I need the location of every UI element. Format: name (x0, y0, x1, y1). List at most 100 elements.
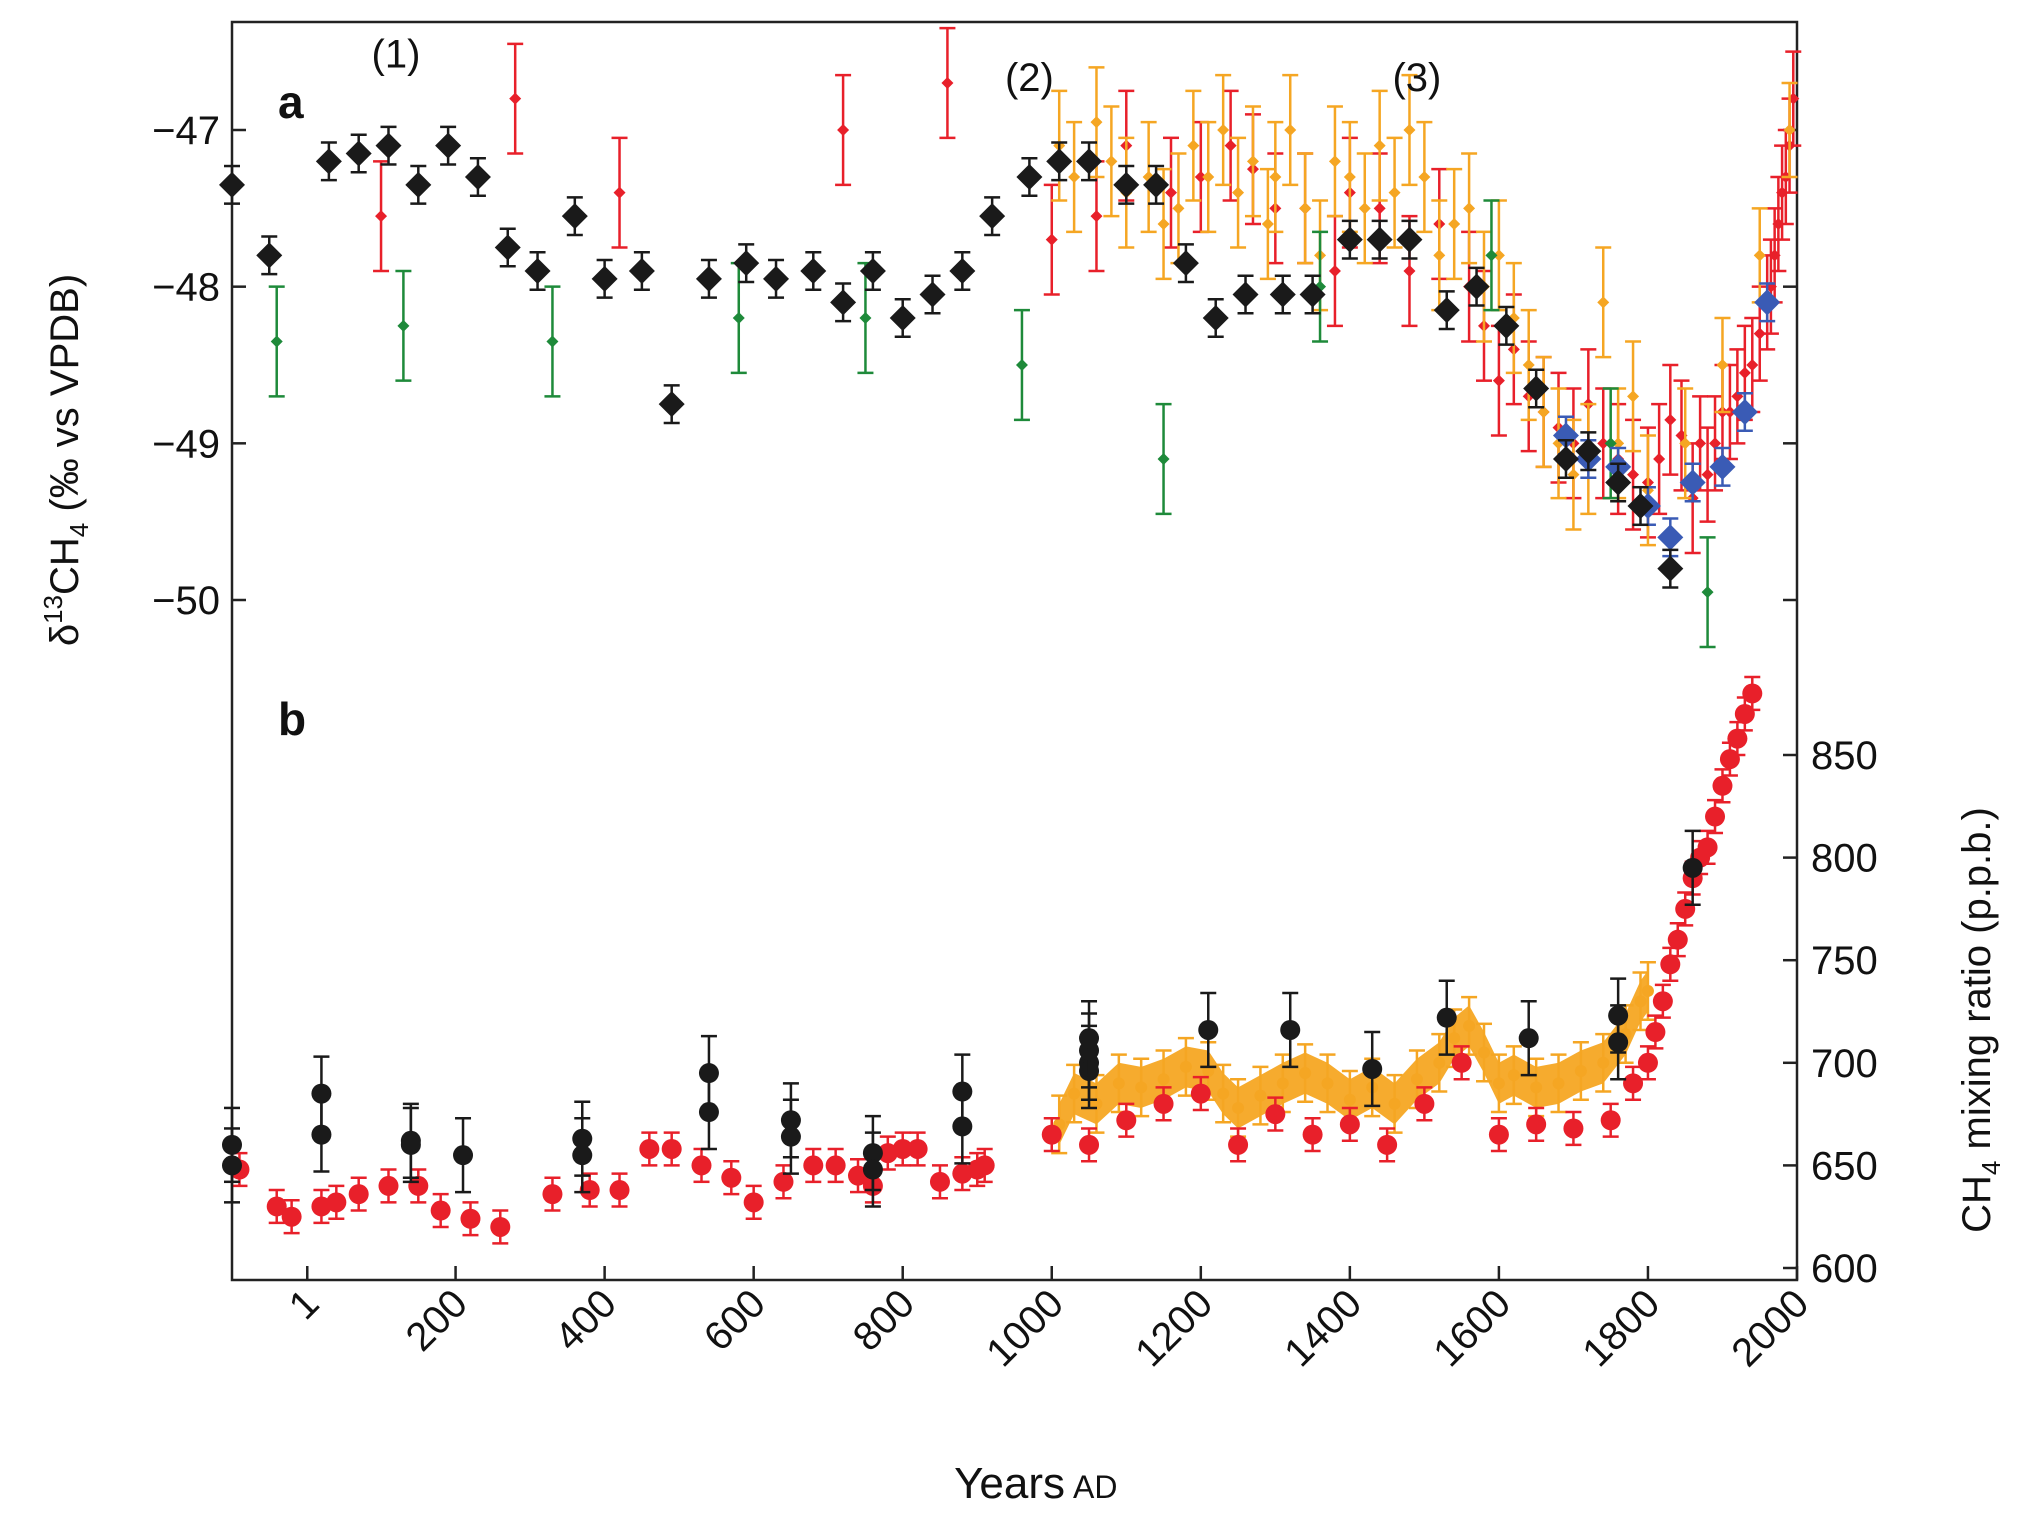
blue-diamonds-point-7 (1731, 399, 1758, 425)
red-diamonds-point-14 (1328, 265, 1341, 277)
orange-diamonds-point-14 (1269, 171, 1282, 183)
black-circles-point-9 (698, 1063, 719, 1084)
red-circles-point-13 (609, 1180, 630, 1201)
orange-diamonds-point-2 (1090, 116, 1103, 129)
black-diamonds-point-40 (1523, 375, 1550, 402)
black-circles-point-23 (1362, 1058, 1383, 1079)
x-tick-label-600: 600 (696, 1281, 774, 1359)
orange-diamonds-point-37 (1612, 437, 1625, 450)
green-diamonds-point-2 (546, 335, 559, 348)
black-diamonds-point-16 (763, 265, 790, 292)
black-diamonds-point-34 (1336, 226, 1363, 253)
red-diamonds-point-44 (1753, 327, 1766, 340)
black-diamonds-point-38 (1463, 273, 1490, 300)
red-circles-point-20 (803, 1155, 824, 1176)
black-diamonds-point-4 (375, 132, 402, 159)
orange-diamonds-point-36 (1597, 296, 1610, 309)
band-point-25 (1552, 1077, 1565, 1090)
orange-diamonds-point-9 (1202, 171, 1215, 183)
red-circles-point-50 (1652, 991, 1673, 1012)
band-point-11 (1276, 1077, 1289, 1090)
red-circles-point-4 (326, 1192, 347, 1213)
black-diamonds-point-28 (1143, 171, 1170, 198)
blue-diamonds-point-5 (1679, 469, 1706, 496)
series-red-diamonds (373, 26, 1802, 555)
red-circles-point-41 (1414, 1093, 1435, 1114)
black-diamonds-point-43 (1605, 469, 1632, 496)
orange-diamonds-point-15 (1284, 124, 1297, 136)
black-diamonds-point-26 (1076, 148, 1103, 175)
orange-diamonds-point-41 (1716, 359, 1729, 371)
orange-diamonds-point-10 (1217, 124, 1230, 136)
black-circles-point-12 (780, 1126, 801, 1147)
red-circles-point-43 (1488, 1124, 1509, 1145)
black-diamonds-point-1 (256, 242, 283, 269)
black-diamonds-point-12 (628, 258, 655, 284)
y-tick-label-a-2: −49 (152, 422, 220, 466)
blue-diamonds-point-0 (1552, 422, 1579, 449)
black-circles-point-21 (1198, 1019, 1219, 1040)
y-axis-panel-b: 600 650 700 750 800 850 (1783, 734, 1878, 1291)
red-diamonds-point-4 (941, 77, 954, 89)
black-diamonds-point-13 (658, 391, 685, 418)
black-diamonds-point-45 (1657, 555, 1684, 582)
orange-diamonds-point-7 (1172, 202, 1185, 215)
x-tick-label-200: 200 (398, 1281, 476, 1359)
orange-diamonds-point-31 (1522, 359, 1535, 371)
x-tick-label-1200: 1200 (1127, 1281, 1221, 1375)
x-tick-label-1800: 1800 (1574, 1281, 1668, 1375)
orange-diamonds-point-18 (1328, 155, 1341, 168)
red-diamonds-point-37 (1701, 468, 1714, 481)
panel-letter-a: a (278, 76, 304, 128)
band-point-27 (1597, 1056, 1610, 1069)
y-tick-label-b-5: 850 (1811, 734, 1878, 778)
black-diamonds-point-41 (1552, 446, 1579, 472)
annotation-3: (3) (1392, 56, 1441, 100)
y-tick-label-b-3: 750 (1811, 939, 1878, 983)
annotation-1: (1) (372, 32, 421, 76)
red-diamonds-point-43 (1746, 359, 1759, 371)
orange-diamonds-point-20 (1358, 202, 1371, 215)
red-circles-point-39 (1339, 1114, 1360, 1135)
x-tick-label-1600: 1600 (1425, 1281, 1519, 1375)
red-circles-point-8 (430, 1200, 451, 1221)
orange-diamonds-point-38 (1627, 390, 1640, 403)
red-circles-point-5 (348, 1184, 369, 1205)
orange-diamonds-point-19 (1343, 171, 1356, 183)
blue-diamonds-point-4 (1657, 524, 1684, 551)
orange-diamonds-point-12 (1246, 155, 1259, 168)
red-circles-point-26 (907, 1138, 928, 1159)
black-diamonds-point-32 (1269, 281, 1296, 308)
plot-frame (230, 20, 1799, 1282)
band-point-24 (1530, 1081, 1543, 1094)
series-red-circles (229, 675, 1763, 1245)
red-circles-point-31 (1041, 1124, 1062, 1145)
red-diamonds-point-32 (1653, 453, 1666, 465)
red-circles-point-48 (1637, 1052, 1658, 1073)
red-diamonds-point-42 (1738, 366, 1751, 379)
red-circles-point-62 (1742, 683, 1763, 704)
red-circles-point-1 (266, 1196, 287, 1217)
black-diamonds-point-7 (464, 164, 491, 190)
band-point-23 (1507, 1069, 1520, 1082)
black-diamonds-point-15 (733, 250, 760, 277)
red-circles-point-32 (1079, 1134, 1100, 1155)
black-diamonds-point-31 (1232, 281, 1259, 308)
orange-diamonds-point-22 (1388, 186, 1401, 199)
red-circles-point-17 (721, 1167, 742, 1188)
black-diamonds-point-39 (1493, 312, 1520, 339)
band-point-29 (1634, 995, 1647, 1008)
green-diamonds-point-8 (1485, 249, 1498, 262)
black-diamonds-point-23 (979, 203, 1006, 230)
black-diamonds-point-20 (889, 305, 916, 331)
red-circles-point-51 (1660, 954, 1681, 975)
orange-diamonds-point-13 (1261, 218, 1274, 230)
black-diamonds-point-44 (1627, 493, 1654, 519)
red-diamonds-point-1 (509, 92, 522, 105)
band-point-9 (1232, 1101, 1245, 1114)
green-diamonds-point-0 (270, 335, 283, 348)
band-point-22 (1492, 1077, 1505, 1090)
black-diamonds-point-0 (219, 171, 245, 198)
black-circles-point-8 (572, 1145, 593, 1166)
band-point-8 (1217, 1087, 1230, 1100)
